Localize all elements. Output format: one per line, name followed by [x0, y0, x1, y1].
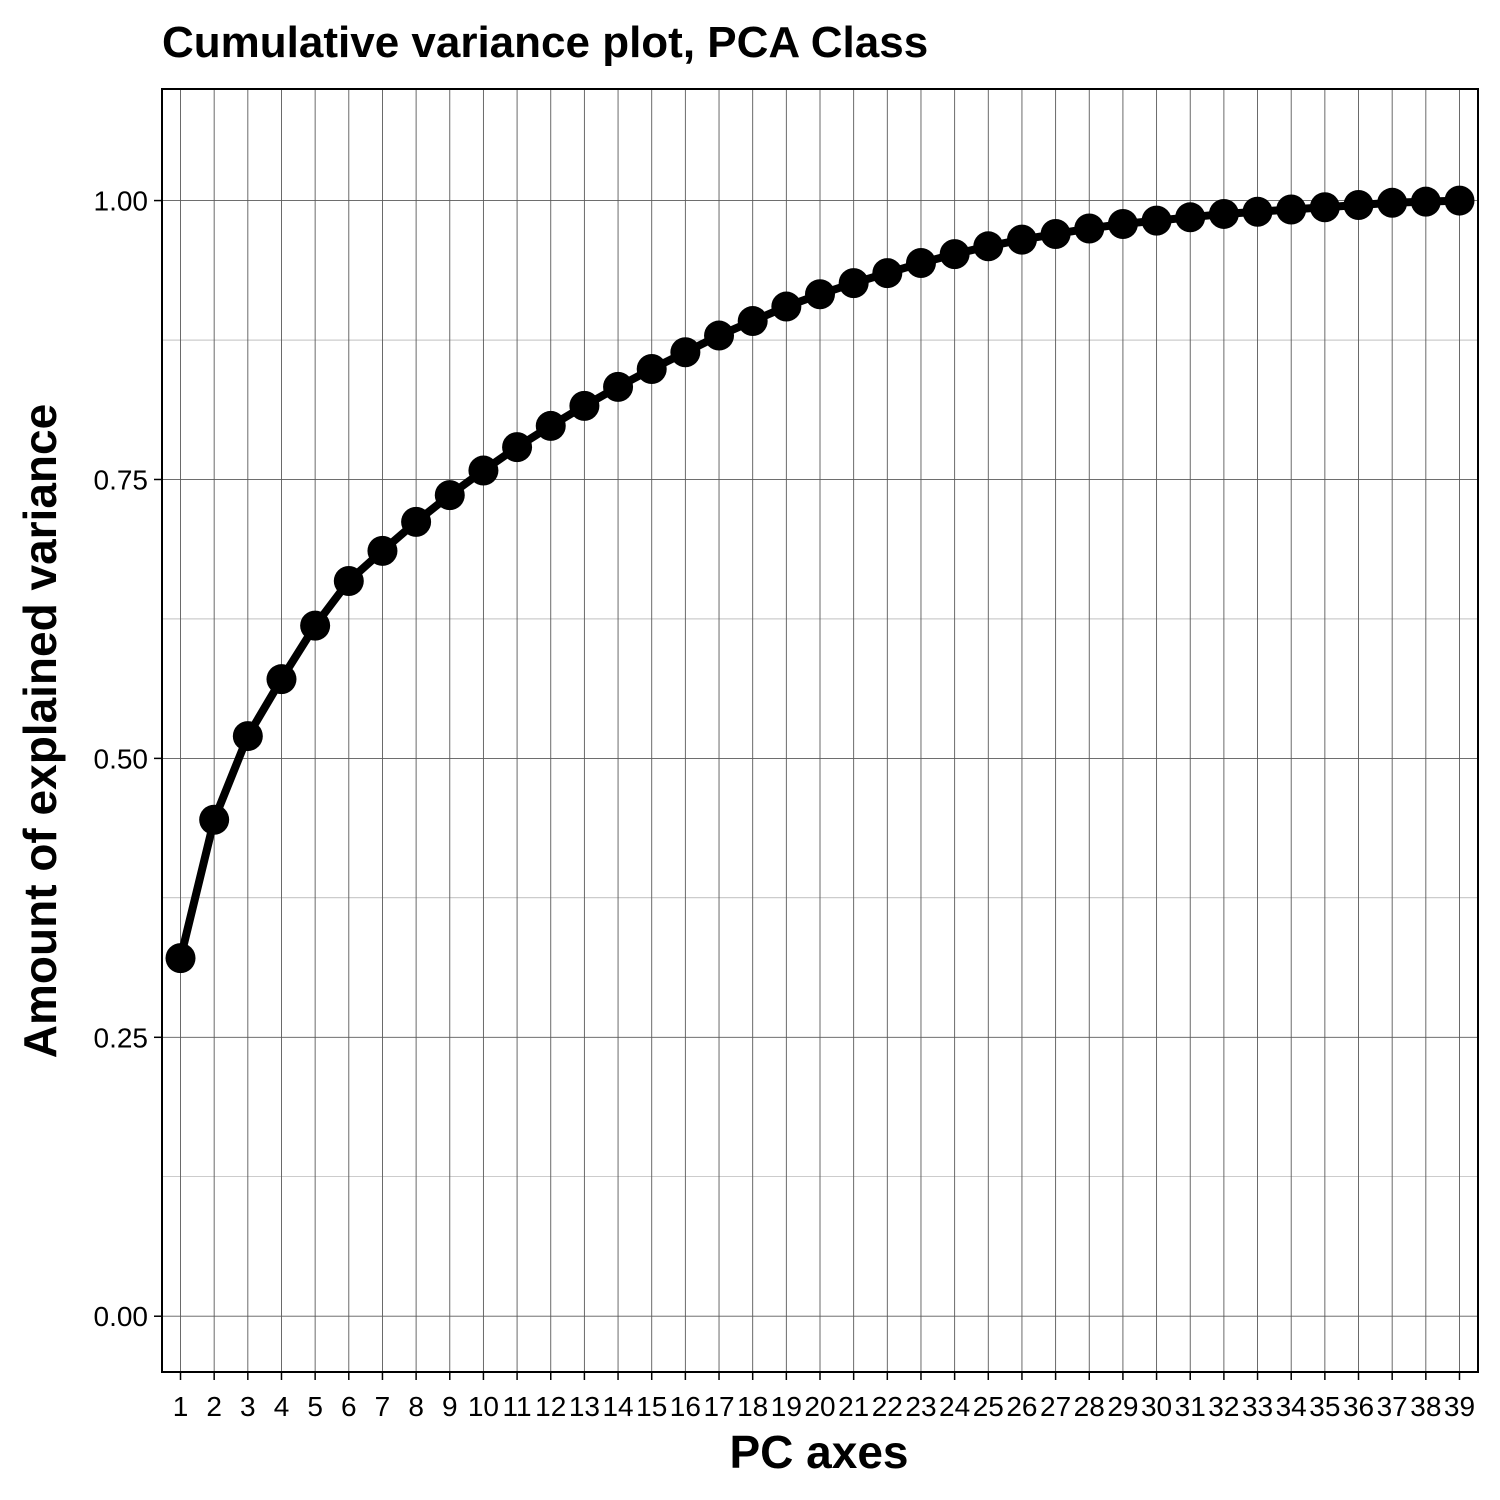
x-tick-label: 18 — [737, 1391, 768, 1422]
data-point — [1141, 205, 1172, 236]
data-point — [805, 279, 835, 310]
data-point — [434, 480, 465, 511]
data-point — [199, 804, 230, 835]
x-tick-label: 22 — [872, 1391, 903, 1422]
x-tick-label: 32 — [1208, 1391, 1239, 1422]
data-point — [1074, 213, 1105, 244]
data-point — [1343, 190, 1374, 221]
x-tick-label: 33 — [1242, 1391, 1273, 1422]
data-point — [1107, 208, 1138, 239]
x-tick-label: 9 — [442, 1391, 458, 1422]
data-point — [232, 721, 263, 752]
y-tick-label: 0.00 — [94, 1301, 149, 1332]
data-point — [737, 306, 768, 337]
data-point — [603, 371, 634, 402]
data-point — [636, 354, 667, 385]
x-tick-label: 19 — [771, 1391, 802, 1422]
x-tick-label: 15 — [636, 1391, 667, 1422]
chart-title: Cumulative variance plot, PCA Class — [162, 18, 928, 67]
x-tick-label: 31 — [1175, 1391, 1206, 1422]
x-tick-label: 3 — [240, 1391, 256, 1422]
x-tick-label: 27 — [1040, 1391, 1071, 1422]
y-axis: 0.00 0.25 0.50 0.75 1.00 — [94, 186, 162, 1332]
x-tick-label: 20 — [804, 1391, 835, 1422]
data-point — [333, 566, 364, 597]
x-tick-label: 8 — [408, 1391, 424, 1422]
x-axis: 1 2 3 4 5 6 7 8 9 10 11 12 13 14 15 16 17 18 19 20 21 22 23 24 2… — [173, 1372, 1475, 1422]
data-point — [1208, 198, 1239, 229]
x-tick-label: 5 — [307, 1391, 323, 1422]
x-tick-label: 21 — [838, 1391, 869, 1422]
x-tick-label: 36 — [1343, 1391, 1374, 1422]
data-point — [165, 943, 196, 974]
data-point — [670, 337, 701, 368]
x-tick-label: 25 — [973, 1391, 1004, 1422]
x-tick-label: 6 — [341, 1391, 357, 1422]
x-tick-label: 12 — [535, 1391, 566, 1422]
x-tick-label: 1 — [173, 1391, 189, 1422]
x-tick-label: 4 — [274, 1391, 290, 1422]
series-layer — [165, 185, 1475, 974]
data-point — [569, 390, 600, 421]
y-tick-label: 0.50 — [94, 743, 149, 774]
x-tick-label: 28 — [1074, 1391, 1105, 1422]
x-tick-label: 23 — [905, 1391, 936, 1422]
grid — [162, 89, 1478, 1372]
x-tick-label: 17 — [703, 1391, 734, 1422]
x-tick-label: 29 — [1107, 1391, 1138, 1422]
x-tick-label: 39 — [1444, 1391, 1475, 1422]
data-point — [771, 291, 802, 322]
data-point — [1410, 186, 1441, 217]
data-point — [872, 258, 903, 289]
x-tick-label: 14 — [602, 1391, 633, 1422]
x-tick-label: 2 — [206, 1391, 222, 1422]
y-tick-label: 0.25 — [94, 1022, 149, 1053]
x-axis-title: PC axes — [729, 1426, 908, 1478]
x-tick-label: 38 — [1410, 1391, 1441, 1422]
x-tick-label: 30 — [1141, 1391, 1172, 1422]
data-point — [1444, 185, 1475, 216]
y-tick-label: 1.00 — [94, 186, 149, 217]
x-tick-label: 34 — [1276, 1391, 1307, 1422]
x-tick-label: 7 — [375, 1391, 391, 1422]
data-point — [1276, 194, 1307, 225]
x-tick-label: 26 — [1006, 1391, 1037, 1422]
data-point — [838, 268, 869, 299]
data-point — [973, 231, 1004, 262]
data-point — [367, 535, 398, 566]
data-point — [939, 239, 970, 270]
x-tick-label: 10 — [468, 1391, 499, 1422]
data-point — [1309, 192, 1340, 223]
data-point — [535, 410, 566, 441]
data-point — [1242, 196, 1273, 227]
data-point — [704, 320, 735, 351]
data-point — [1377, 187, 1408, 218]
data-point — [1040, 219, 1071, 250]
data-point — [468, 455, 499, 486]
x-tick-label: 11 — [503, 1391, 532, 1422]
x-tick-label: 37 — [1377, 1391, 1408, 1422]
x-tick-label: 13 — [569, 1391, 600, 1422]
data-point — [300, 610, 331, 641]
x-tick-label: 16 — [670, 1391, 701, 1422]
x-tick-label: 24 — [939, 1391, 970, 1422]
y-axis-title: Amount of explained variance — [14, 404, 66, 1058]
x-tick-label: 35 — [1309, 1391, 1340, 1422]
data-point — [1006, 224, 1037, 255]
y-tick-label: 0.75 — [94, 464, 149, 495]
data-point — [266, 664, 297, 695]
data-point — [502, 432, 533, 463]
data-point — [401, 506, 432, 537]
data-point — [905, 248, 936, 279]
data-point — [1175, 202, 1206, 233]
